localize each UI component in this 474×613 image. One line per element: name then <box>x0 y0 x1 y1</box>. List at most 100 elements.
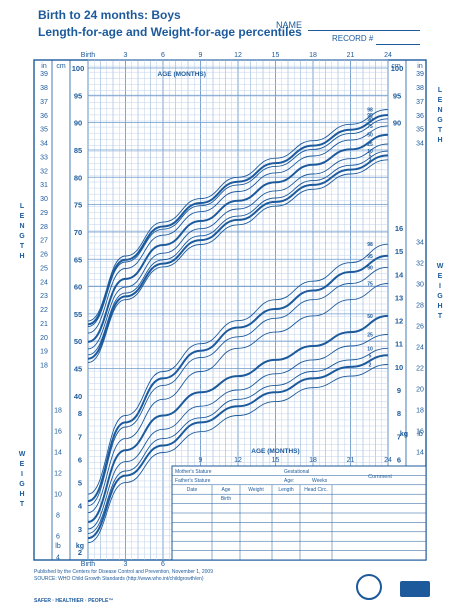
weight-lb-tick-right: 20 <box>416 386 424 393</box>
length-percentile-75-line-label: 75 <box>367 124 373 130</box>
chart-subtitle: Length-for-age and Weight-for-age percen… <box>38 25 302 39</box>
weight-lb-tick-left: 16 <box>54 428 62 435</box>
length-in-tick-left: 20 <box>40 335 48 342</box>
length-percentile-2-line <box>87 159 389 363</box>
age-header: Age <box>222 487 231 493</box>
length-cm-tick-left: 75 <box>74 201 82 210</box>
name-field[interactable] <box>308 30 420 31</box>
top-age-tick-label: 3 <box>124 52 128 59</box>
date-header: Date <box>187 487 198 493</box>
length-in-tick-left: 35 <box>40 127 48 134</box>
length-cm-tick-left: 85 <box>74 146 82 155</box>
footer-slogan: SAFER · HEALTHIER · PEOPLE™ <box>34 598 114 604</box>
unit-cm-label-right: cm <box>391 63 401 70</box>
chart-title: Birth to 24 months: Boys <box>38 8 181 22</box>
weight-percentile-5-line-label: 5 <box>369 353 372 359</box>
weight-kg-tick-right: 8 <box>397 409 401 418</box>
length-in-tick-right: 35 <box>416 127 424 134</box>
length-percentile-10-line-label: 10 <box>367 149 373 155</box>
length-percentile-25-line <box>87 143 389 350</box>
weight-kg-tick-right: 11 <box>395 340 403 349</box>
top-age-tick-label: 12 <box>234 52 242 59</box>
length-axis-title-left: T <box>20 243 25 250</box>
weight-percentile-95-line <box>87 254 389 503</box>
weight-lb-tick-right: 28 <box>416 302 424 309</box>
weight-kg-tick-right: 15 <box>395 247 403 256</box>
length-header: Length <box>278 487 294 493</box>
top-age-tick-label: 24 <box>384 52 392 59</box>
record-label: RECORD # <box>332 34 374 43</box>
length-in-tick-left: 26 <box>40 252 48 259</box>
weight-kg-tick-left: 3 <box>78 525 82 534</box>
weight-axis-title-right: W <box>437 263 444 270</box>
unit-cm-label: cm <box>56 63 66 70</box>
length-axis-title-left: E <box>20 213 25 220</box>
length-cm-tick-right: 100 <box>391 64 404 73</box>
length-cm-tick-left: 100 <box>72 64 85 73</box>
weight-axis-title-right: I <box>439 283 441 290</box>
bottom-age-tick-label: Birth <box>81 561 96 568</box>
mothers-stature-label: Mother's Stature <box>175 469 212 475</box>
length-in-tick-left: 21 <box>40 321 48 328</box>
weight-kg-tick-right: 12 <box>395 317 403 326</box>
weight-kg-tick-right: 14 <box>395 270 404 279</box>
weight-kg-tick-left: 7 <box>78 432 82 441</box>
length-in-tick-left: 23 <box>40 293 48 300</box>
weight-lb-tick-left: 12 <box>54 470 62 477</box>
weight-lb-tick-left: 10 <box>54 491 62 498</box>
length-cm-tick-right: 95 <box>393 91 401 100</box>
weight-kg-tick-left: 5 <box>78 479 82 488</box>
length-cm-tick-left: 70 <box>74 228 82 237</box>
length-percentile-75-line <box>87 125 389 334</box>
length-in-tick-right: 37 <box>416 99 424 106</box>
weight-lb-tick-left: 6 <box>56 533 60 540</box>
length-cm-tick-right: 90 <box>393 119 401 128</box>
weight-kg-tick-right: 9 <box>397 386 401 395</box>
top-age-tick-label: Birth <box>81 52 96 59</box>
record-field[interactable] <box>376 44 420 45</box>
hhs-seal-icon <box>356 574 382 600</box>
length-percentile-98-line-label: 98 <box>367 108 373 114</box>
length-in-tick-left: 39 <box>40 71 48 78</box>
weight-lb-tick-right: 30 <box>416 281 424 288</box>
length-percentile-90-line-label: 90 <box>367 117 373 123</box>
unit-kg-label: kg <box>400 431 408 438</box>
weight-axis-title-left: G <box>19 481 25 488</box>
weight-kg-tick-right: 13 <box>395 293 403 302</box>
top-age-axis-label: AGE (MONTHS) <box>158 71 206 78</box>
weight-header: Weight <box>248 487 264 493</box>
length-axis-title-left: N <box>19 223 24 230</box>
weight-lb-tick-right: 34 <box>416 239 424 246</box>
lower-age-tick-label: 21 <box>347 457 355 464</box>
weight-lb-tick-right: 32 <box>416 260 424 267</box>
weight-kg-tick-right: 16 <box>395 224 403 233</box>
length-in-tick-left: 25 <box>40 265 48 272</box>
length-in-tick-left: 33 <box>40 154 48 161</box>
lower-age-tick-label: 9 <box>199 457 203 464</box>
weight-axis-title-left: I <box>21 471 23 478</box>
weight-percentile-98-line-label: 98 <box>367 242 373 248</box>
unit-in-label-right: in <box>417 63 423 70</box>
weight-percentile-75-line-label: 75 <box>367 282 373 288</box>
weight-axis-title-left: T <box>20 501 25 508</box>
weight-lb-tick-right: 14 <box>416 449 424 456</box>
weight-kg-tick-left: 8 <box>78 409 82 418</box>
length-in-tick-left: 36 <box>40 113 48 120</box>
length-in-tick-right: 38 <box>416 85 424 92</box>
weight-lb-tick-right: 24 <box>416 344 424 351</box>
weight-axis-title-right: H <box>437 303 442 310</box>
gestational-label: Gestational <box>284 469 309 475</box>
lower-age-tick-label: 18 <box>309 457 317 464</box>
top-age-tick-label: 6 <box>161 52 165 59</box>
length-percentile-25-line-label: 25 <box>367 142 373 148</box>
unit-lb-label: lb <box>417 431 423 438</box>
weight-percentile-25-line-label: 25 <box>367 332 373 338</box>
top-age-tick-label: 18 <box>309 52 317 59</box>
weight-percentile-90-line-label: 90 <box>367 265 373 271</box>
length-in-tick-left: 24 <box>40 279 48 286</box>
length-in-tick-left: 31 <box>40 182 48 189</box>
length-axis-title-right: G <box>437 117 443 124</box>
length-axis-title-left: L <box>20 203 25 210</box>
length-axis-title-left: H <box>19 253 24 260</box>
bottom-age-tick-label: 3 <box>124 561 128 568</box>
